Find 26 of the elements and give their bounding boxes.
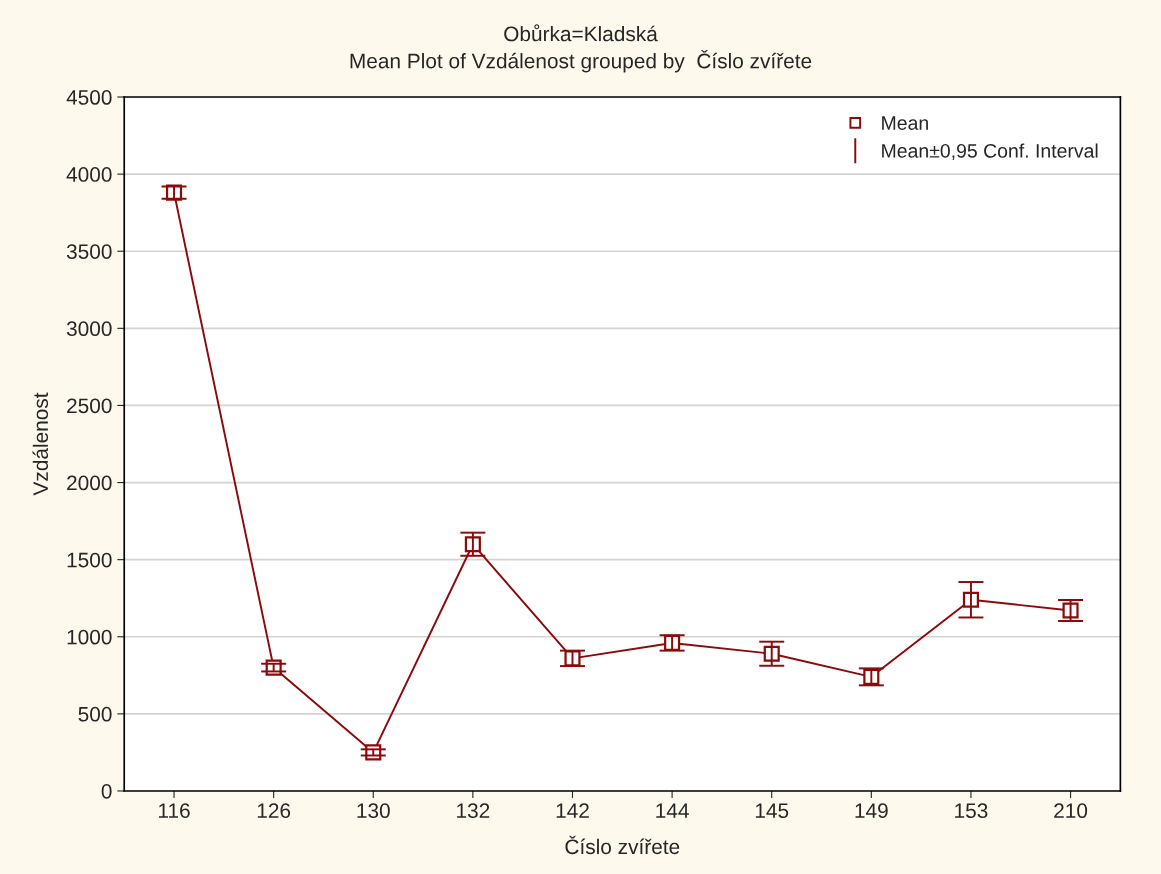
- y-tick-label: 1000: [67, 629, 112, 645]
- y-tick-label: 4500: [66, 90, 112, 105]
- chart-title: Obůrka=Kladská: [504, 24, 658, 42]
- y-tick-label: 2000: [67, 475, 112, 491]
- y-axis-title: Vzdálenost: [32, 392, 49, 496]
- chart-subtitle: Mean Plot of Vzdálenost grouped by Číslo zvířete: [350, 49, 812, 73]
- legend-label: Mean: [882, 116, 928, 130]
- y-tick-label: 0: [101, 783, 112, 799]
- x-tick-label: 149: [855, 803, 888, 819]
- y-tick-label: 3000: [66, 321, 112, 337]
- x-tick-label: 142: [556, 803, 589, 818]
- x-tick-label: 153: [955, 803, 988, 819]
- y-tick-label: 3500: [66, 244, 112, 259]
- y-tick-label: 2500: [67, 398, 112, 414]
- x-tick-label: 116: [159, 803, 190, 819]
- x-axis-title: Číslo zvířete: [565, 835, 680, 855]
- x-tick-label: 130: [357, 803, 390, 819]
- y-tick-label: 4000: [66, 167, 112, 182]
- y-tick-label: 1500: [67, 552, 112, 568]
- x-tick-label: 126: [257, 803, 291, 819]
- y-tick-label: 500: [78, 706, 112, 722]
- x-tick-label: 132: [457, 803, 490, 819]
- annotation: Mean±0,95 Conf. Interval: [882, 143, 1098, 161]
- x-tick-label: 145: [755, 803, 789, 819]
- x-tick-label: 210: [1054, 803, 1088, 819]
- x-tick-label: 144: [656, 803, 689, 818]
